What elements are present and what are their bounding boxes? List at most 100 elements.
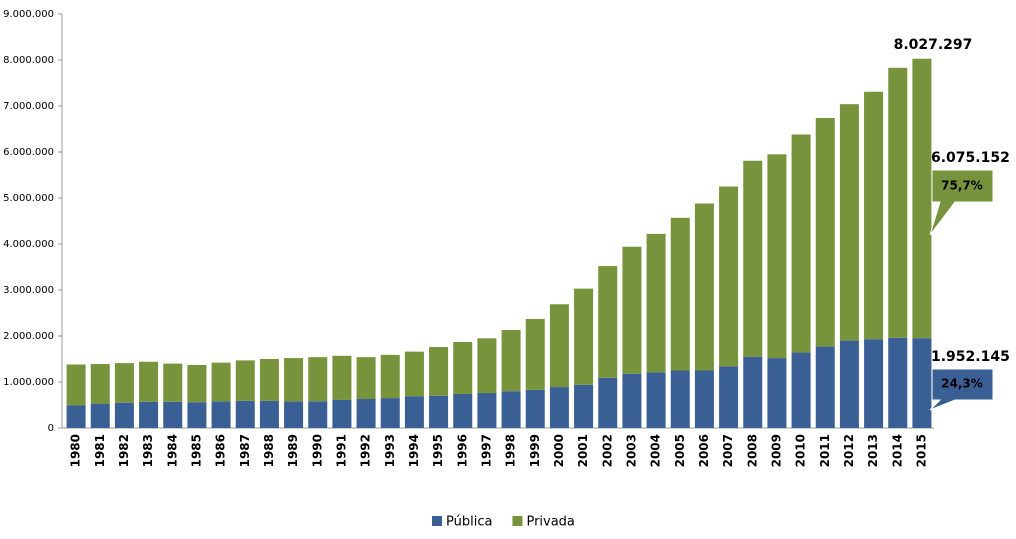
x-tick-label: 2004 bbox=[649, 434, 663, 467]
x-tick-label: 1998 bbox=[504, 434, 518, 467]
bar-segment bbox=[646, 233, 666, 373]
bar-segment bbox=[839, 104, 859, 341]
callout-label: 75,7% bbox=[941, 179, 983, 193]
bar-segment bbox=[114, 402, 134, 428]
x-tick-label: 1988 bbox=[262, 434, 276, 467]
bar-segment bbox=[791, 352, 811, 428]
y-tick-label: 9.000.000 bbox=[3, 9, 54, 20]
bar-segment bbox=[574, 288, 594, 385]
bar-segment bbox=[912, 338, 932, 428]
bar-segment bbox=[694, 203, 714, 371]
bar-segment bbox=[864, 91, 884, 340]
bar-segment bbox=[259, 359, 279, 401]
bar-segment bbox=[525, 389, 545, 428]
x-tick-label: 2009 bbox=[769, 434, 783, 467]
x-tick-label: 1985 bbox=[189, 434, 203, 467]
x-tick-label: 2001 bbox=[576, 434, 590, 467]
x-tick-label: 1984 bbox=[165, 434, 179, 467]
bar-segment bbox=[284, 401, 304, 428]
x-tick-label: 1987 bbox=[238, 434, 252, 467]
bar-segment bbox=[66, 405, 86, 428]
bar-segment bbox=[501, 391, 521, 428]
bar-segment bbox=[598, 266, 618, 378]
total-label: 8.027.297 bbox=[894, 37, 973, 53]
bar-segment bbox=[719, 186, 739, 367]
x-tick-label: 1986 bbox=[214, 434, 228, 467]
bar-segment bbox=[211, 401, 231, 428]
x-tick-label: 2015 bbox=[914, 434, 928, 467]
value-label: 1.952.145 bbox=[931, 349, 1010, 365]
bar-segment bbox=[380, 354, 400, 399]
bar-segment bbox=[139, 401, 159, 428]
x-tick-label: 2005 bbox=[673, 434, 687, 467]
bar-segment bbox=[308, 357, 328, 402]
bar-segment bbox=[453, 341, 473, 394]
bar-segment bbox=[501, 330, 521, 392]
x-tick-label: 1992 bbox=[359, 434, 373, 467]
bar-segment bbox=[356, 357, 376, 400]
x-tick-label: 1993 bbox=[383, 434, 397, 467]
bar-segment bbox=[574, 384, 594, 428]
bar-segment bbox=[114, 363, 134, 403]
bar-segment bbox=[839, 340, 859, 428]
bar-segment bbox=[235, 360, 255, 401]
bar-segment bbox=[477, 393, 497, 428]
bar-segment bbox=[90, 403, 110, 428]
x-tick-label: 1983 bbox=[141, 434, 155, 467]
x-tick-label: 1991 bbox=[334, 434, 348, 467]
legend-label: Privada bbox=[526, 515, 574, 530]
bar-segment bbox=[404, 396, 424, 428]
x-tick-label: 1981 bbox=[93, 434, 107, 467]
bar-segment bbox=[380, 398, 400, 428]
bar-segment bbox=[235, 400, 255, 428]
y-tick-label: 5.000.000 bbox=[3, 193, 54, 204]
bar-segment bbox=[163, 401, 183, 428]
y-tick-label: 8.000.000 bbox=[3, 55, 54, 66]
bar-segment bbox=[743, 356, 763, 428]
bar-segment bbox=[429, 347, 449, 396]
bar-segment bbox=[332, 399, 352, 428]
bar-segment bbox=[356, 399, 376, 428]
bar-segment bbox=[864, 339, 884, 428]
x-tick-label: 1996 bbox=[455, 434, 469, 467]
bar-segment bbox=[549, 387, 569, 428]
y-tick-label: 0 bbox=[48, 423, 54, 434]
x-tick-label: 2010 bbox=[794, 434, 808, 467]
callout-box bbox=[929, 368, 994, 411]
bar-segment bbox=[670, 217, 690, 371]
bar-segment bbox=[549, 304, 569, 388]
legend-swatch bbox=[512, 516, 523, 526]
bar-segment bbox=[90, 364, 110, 404]
x-tick-label: 2014 bbox=[890, 434, 904, 467]
bar-segment bbox=[743, 160, 763, 357]
bar-segment bbox=[622, 373, 642, 428]
x-tick-label: 2011 bbox=[818, 434, 832, 467]
bar-segment bbox=[187, 402, 207, 428]
value-label: 6.075.152 bbox=[931, 150, 1010, 166]
callout-box bbox=[929, 169, 994, 236]
y-tick-label: 7.000.000 bbox=[3, 101, 54, 112]
bar-segment bbox=[187, 364, 207, 403]
x-tick-label: 1994 bbox=[407, 434, 421, 467]
x-tick-label: 1982 bbox=[117, 434, 131, 467]
x-tick-label: 2003 bbox=[624, 434, 638, 467]
bar-segment bbox=[719, 366, 739, 428]
bar-segment bbox=[791, 134, 811, 353]
x-tick-label: 2002 bbox=[600, 434, 614, 467]
bar-segment bbox=[525, 318, 545, 390]
x-tick-label: 1999 bbox=[528, 434, 542, 467]
y-tick-label: 6.000.000 bbox=[3, 147, 54, 158]
callout-label: 24,3% bbox=[941, 377, 983, 391]
bar-segment bbox=[598, 377, 618, 428]
bar-segment bbox=[477, 338, 497, 394]
x-tick-label: 1997 bbox=[479, 434, 493, 467]
bar-segment bbox=[429, 395, 449, 428]
x-tick-label: 2007 bbox=[721, 434, 735, 467]
bar-segment bbox=[163, 363, 183, 402]
x-tick-label: 2013 bbox=[866, 434, 880, 467]
bar-segment bbox=[815, 117, 835, 347]
x-tick-label: 2008 bbox=[745, 434, 759, 467]
bar-segment bbox=[670, 370, 690, 428]
bar-segment bbox=[308, 401, 328, 428]
